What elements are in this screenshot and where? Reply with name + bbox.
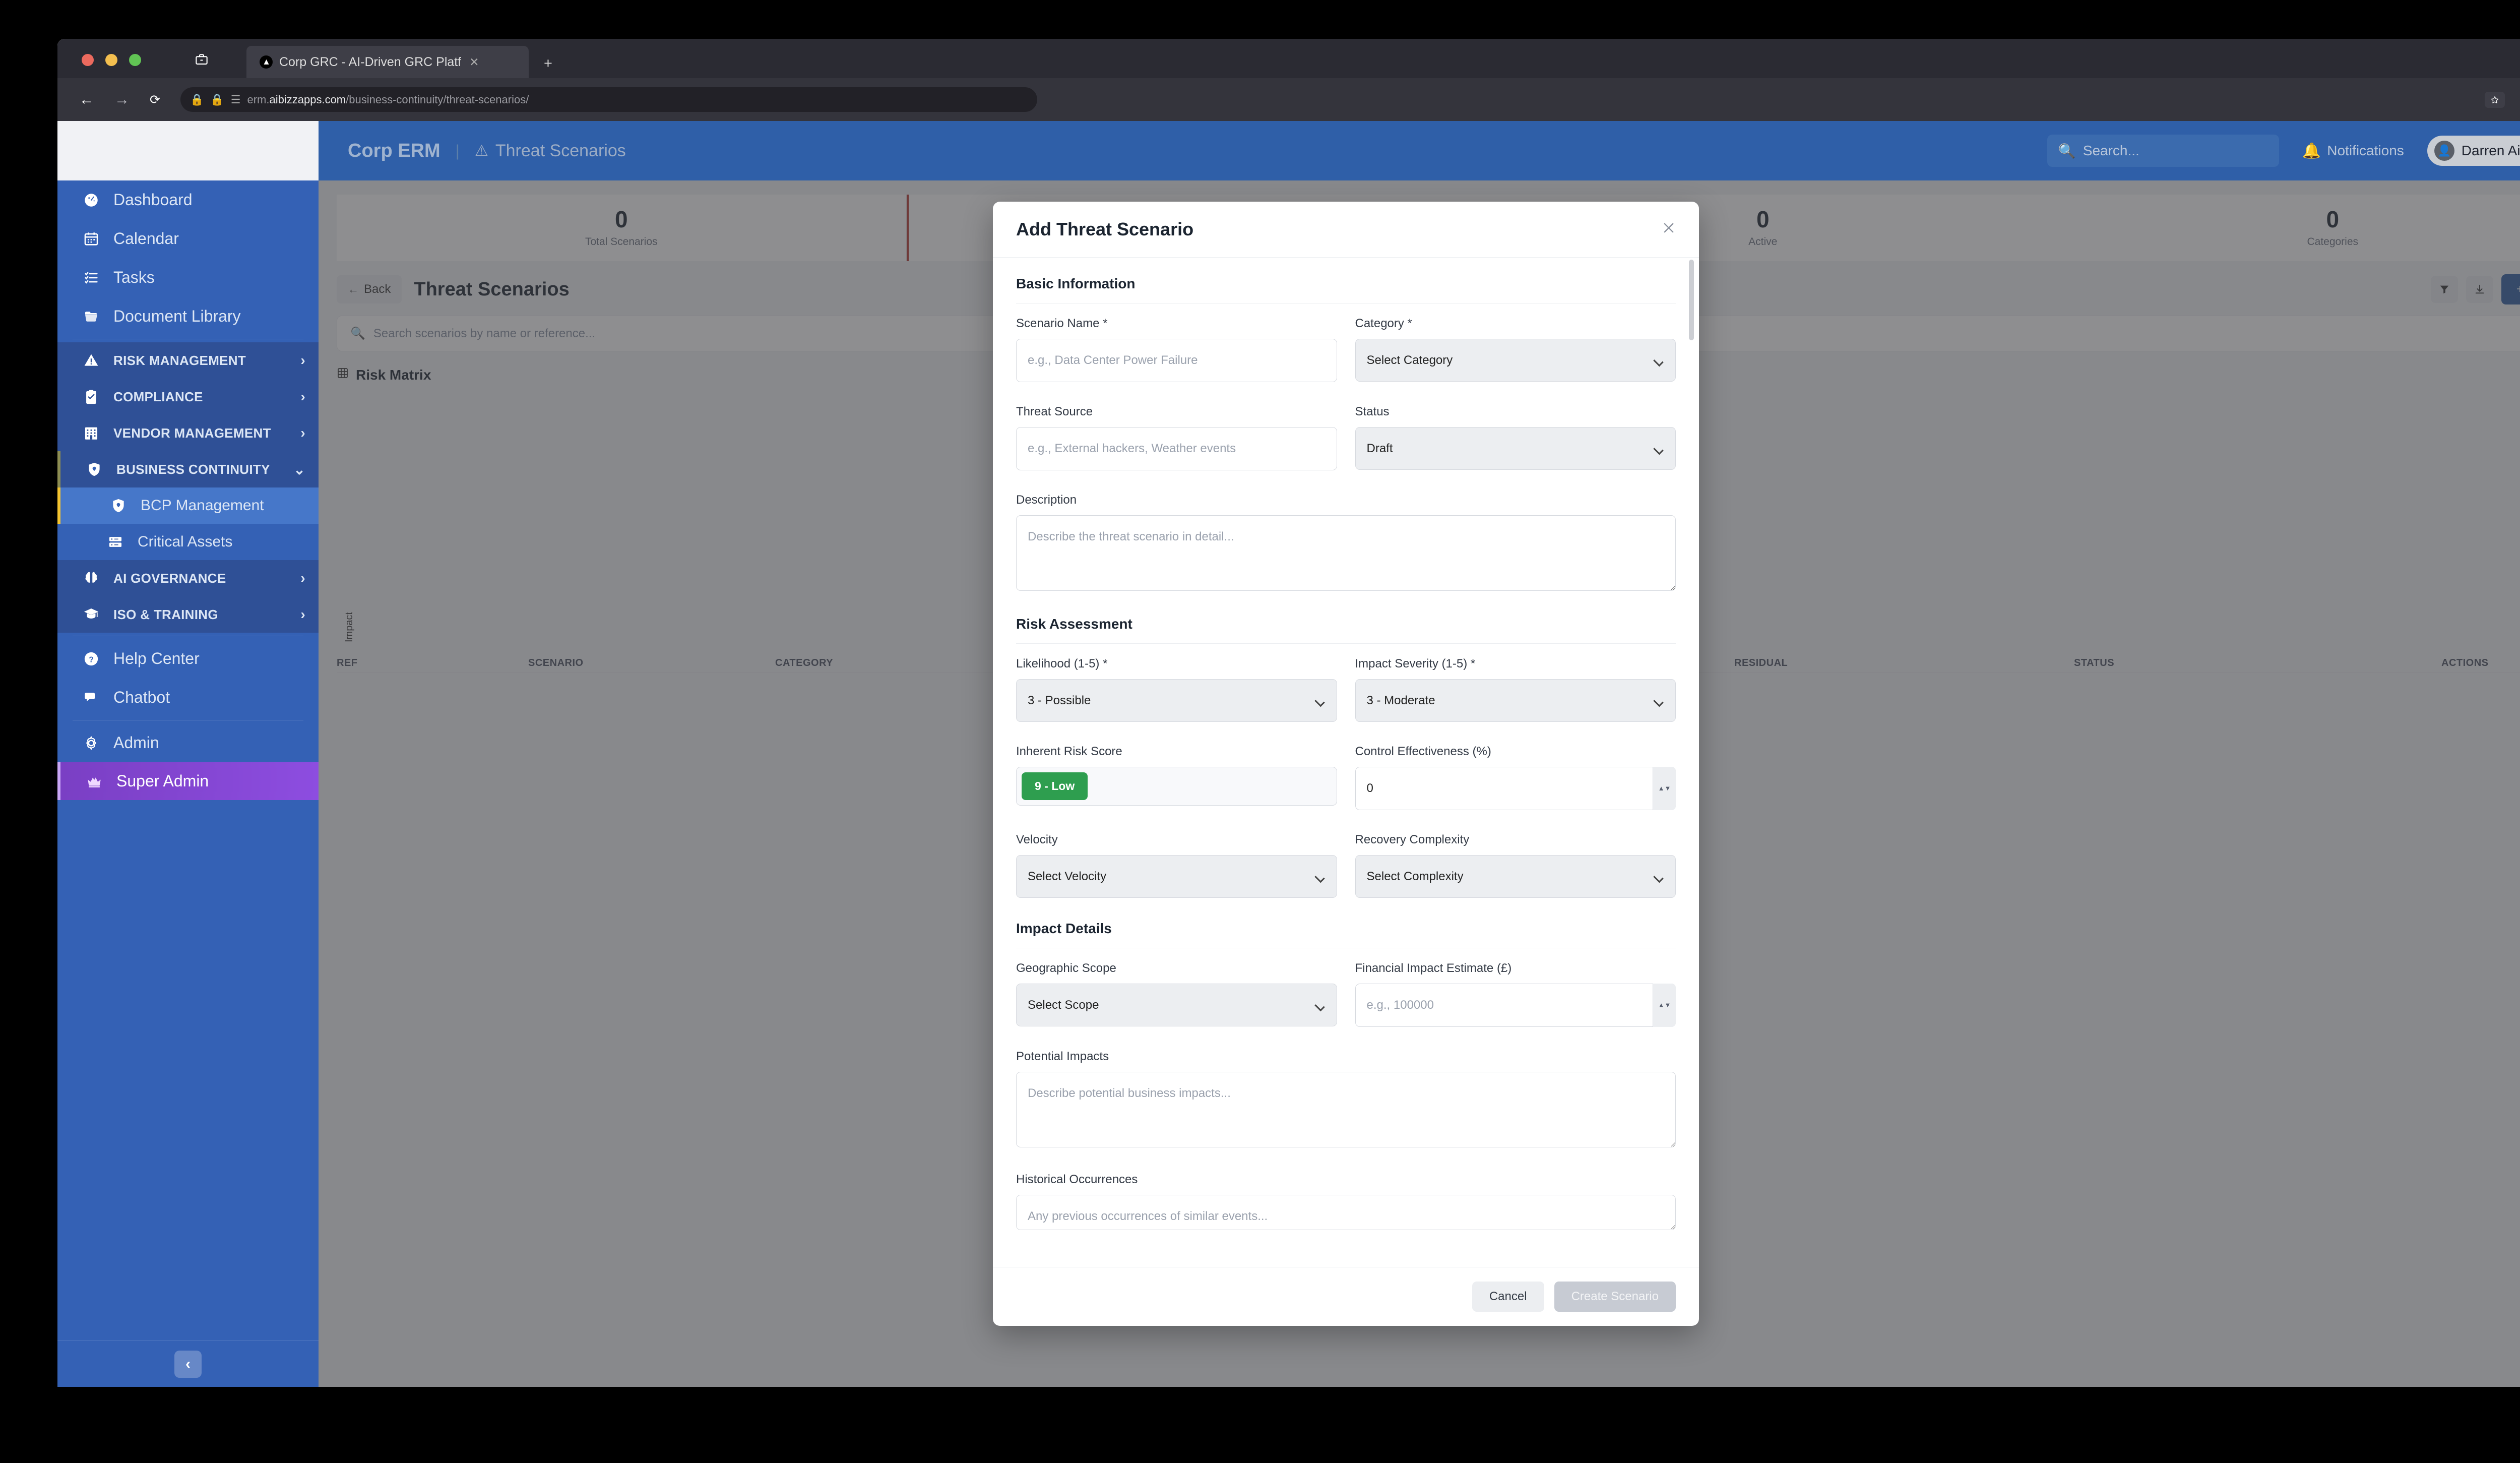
svg-text:?: ? <box>89 655 94 664</box>
